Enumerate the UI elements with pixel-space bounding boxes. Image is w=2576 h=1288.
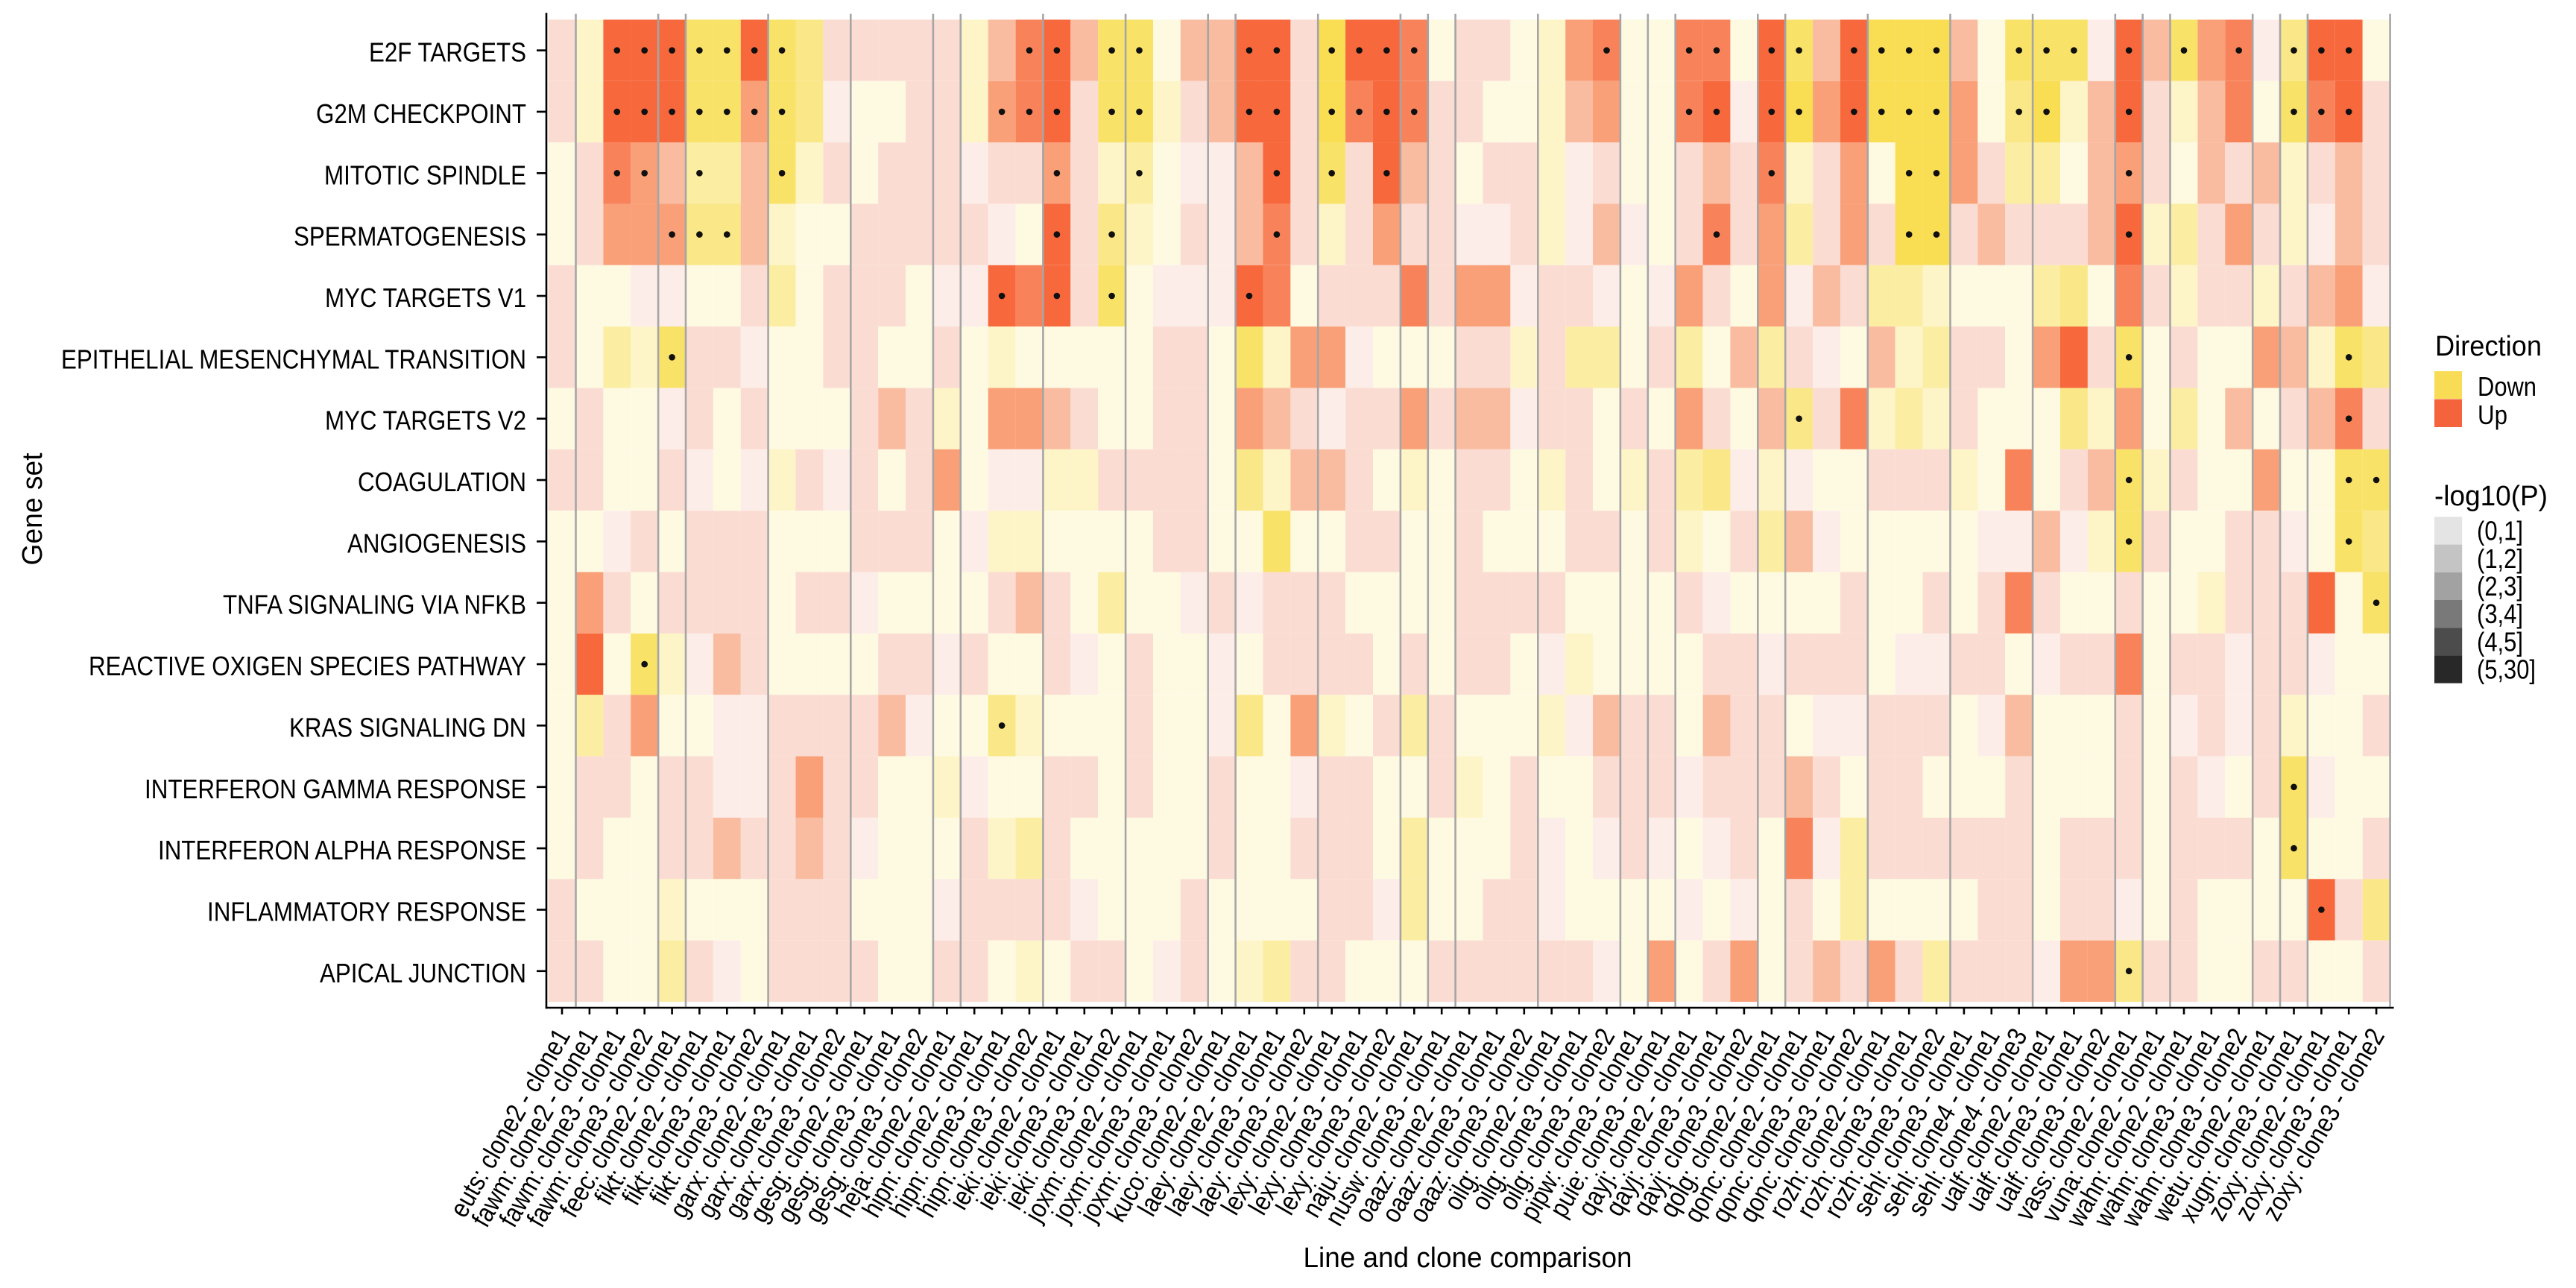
svg-text:G2M CHECKPOINT: G2M CHECKPOINT [316,98,526,129]
svg-text:REACTIVE OXIGEN SPECIES PATHWA: REACTIVE OXIGEN SPECIES PATHWAY [89,651,526,681]
svg-text:(5,30]: (5,30] [2477,654,2536,685]
svg-text:Line and clone comparison: Line and clone comparison [1304,1243,1632,1274]
svg-text:ANGIOGENESIS: ANGIOGENESIS [347,528,526,558]
svg-text:INTERFERON GAMMA RESPONSE: INTERFERON GAMMA RESPONSE [145,774,526,804]
svg-text:MITOTIC SPINDLE: MITOTIC SPINDLE [324,160,526,190]
svg-text:COAGULATION: COAGULATION [358,467,526,497]
svg-text:Down: Down [2478,371,2536,402]
svg-text:(1,2]: (1,2] [2477,543,2523,574]
svg-text:Gene set: Gene set [17,452,48,565]
svg-text:SPERMATOGENESIS: SPERMATOGENESIS [294,221,526,252]
svg-text:INFLAMMATORY RESPONSE: INFLAMMATORY RESPONSE [207,897,526,927]
svg-text:Up: Up [2478,400,2507,430]
svg-text:MYC TARGETS V2: MYC TARGETS V2 [325,405,526,436]
svg-text:KRAS SIGNALING DN: KRAS SIGNALING DN [289,712,526,742]
svg-text:MYC TARGETS V1: MYC TARGETS V1 [325,282,526,313]
svg-text:INTERFERON ALPHA RESPONSE: INTERFERON ALPHA RESPONSE [158,835,526,865]
svg-text:APICAL JUNCTION: APICAL JUNCTION [320,958,526,988]
svg-text:-log10(P): -log10(P) [2434,481,2548,512]
svg-text:Direction: Direction [2435,331,2542,362]
svg-text:E2F TARGETS: E2F TARGETS [369,37,526,68]
svg-text:(2,3]: (2,3] [2477,571,2523,602]
svg-text:(3,4]: (3,4] [2477,599,2523,629]
svg-text:(0,1]: (0,1] [2477,516,2523,546]
svg-text:EPITHELIAL MESENCHYMAL TRANSIT: EPITHELIAL MESENCHYMAL TRANSITION [61,344,526,374]
svg-text:(4,5]: (4,5] [2477,626,2523,657]
svg-text:TNFA SIGNALING VIA NFKB: TNFA SIGNALING VIA NFKB [223,590,526,620]
